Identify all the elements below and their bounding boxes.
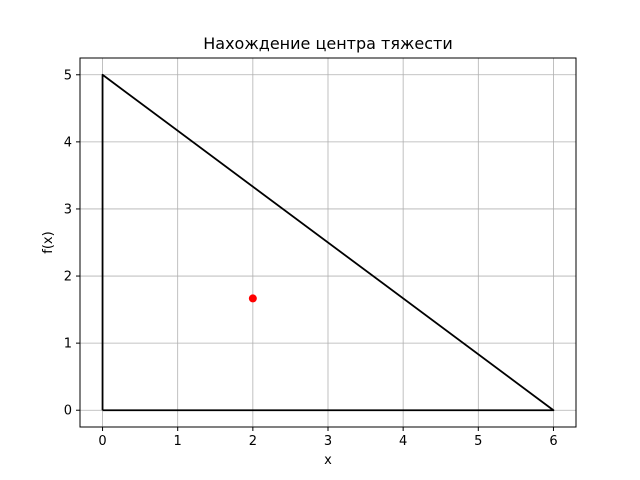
triangle-outline-line (101, 73, 555, 412)
centroid-point (248, 294, 257, 303)
x-tick-label: 5 (474, 434, 482, 449)
y-tick-label: 4 (64, 135, 72, 150)
x-tick-label: 6 (549, 434, 557, 449)
x-axis-label: x (324, 453, 332, 468)
data-layer (101, 73, 555, 412)
x-tick-label: 0 (98, 434, 106, 449)
y-axis-label: f(x) (41, 231, 56, 253)
x-tick-label: 3 (324, 434, 332, 449)
tick-layer: 0 1 2 3 4 5 6 0 1 2 3 4 5 (64, 68, 558, 449)
y-tick-label: 5 (64, 68, 72, 83)
x-tick-label: 4 (399, 434, 407, 449)
x-tick-label: 1 (174, 434, 182, 449)
chart-title: Нахождение центра тяжести (203, 34, 452, 53)
y-tick-label: 0 (64, 404, 72, 419)
x-tick-label: 2 (249, 434, 257, 449)
grid-layer (80, 58, 576, 427)
y-tick-label: 2 (64, 270, 72, 285)
y-tick-label: 1 (64, 337, 72, 352)
y-tick-label: 3 (64, 202, 72, 217)
